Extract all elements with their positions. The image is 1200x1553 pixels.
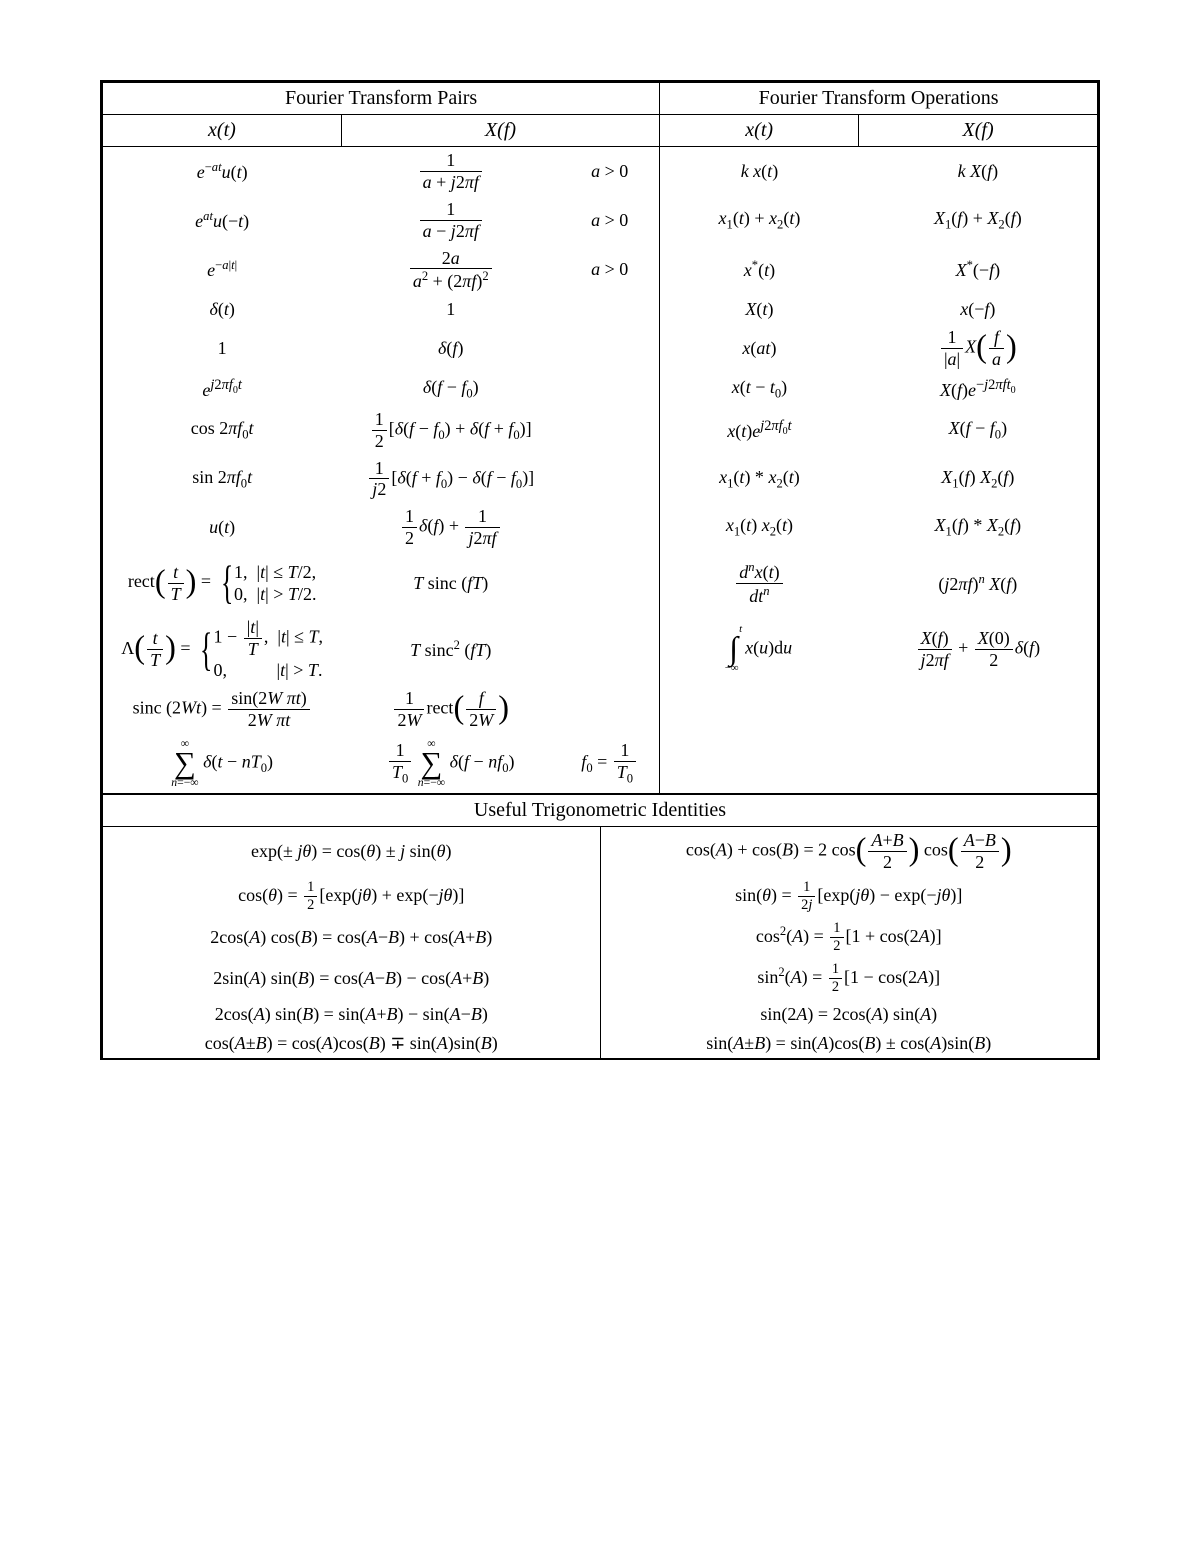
ops-title: Fourier Transform Operations (660, 83, 1098, 115)
reference-sheet: Fourier Transform Pairs Fourier Transfor… (100, 80, 1100, 1060)
fourier-table: Fourier Transform Pairs Fourier Transfor… (102, 82, 1098, 794)
col-Xf-1: X(f) (341, 115, 659, 147)
trig-table: Useful Trigonometric Identities exp(± jθ… (102, 794, 1098, 1058)
col-xt-2: x(t) (660, 115, 859, 147)
pairs-title: Fourier Transform Pairs (103, 83, 660, 115)
col-Xf-2: X(f) (859, 115, 1098, 147)
trig-title: Useful Trigonometric Identities (103, 795, 1098, 827)
col-xt-1: x(t) (103, 115, 342, 147)
